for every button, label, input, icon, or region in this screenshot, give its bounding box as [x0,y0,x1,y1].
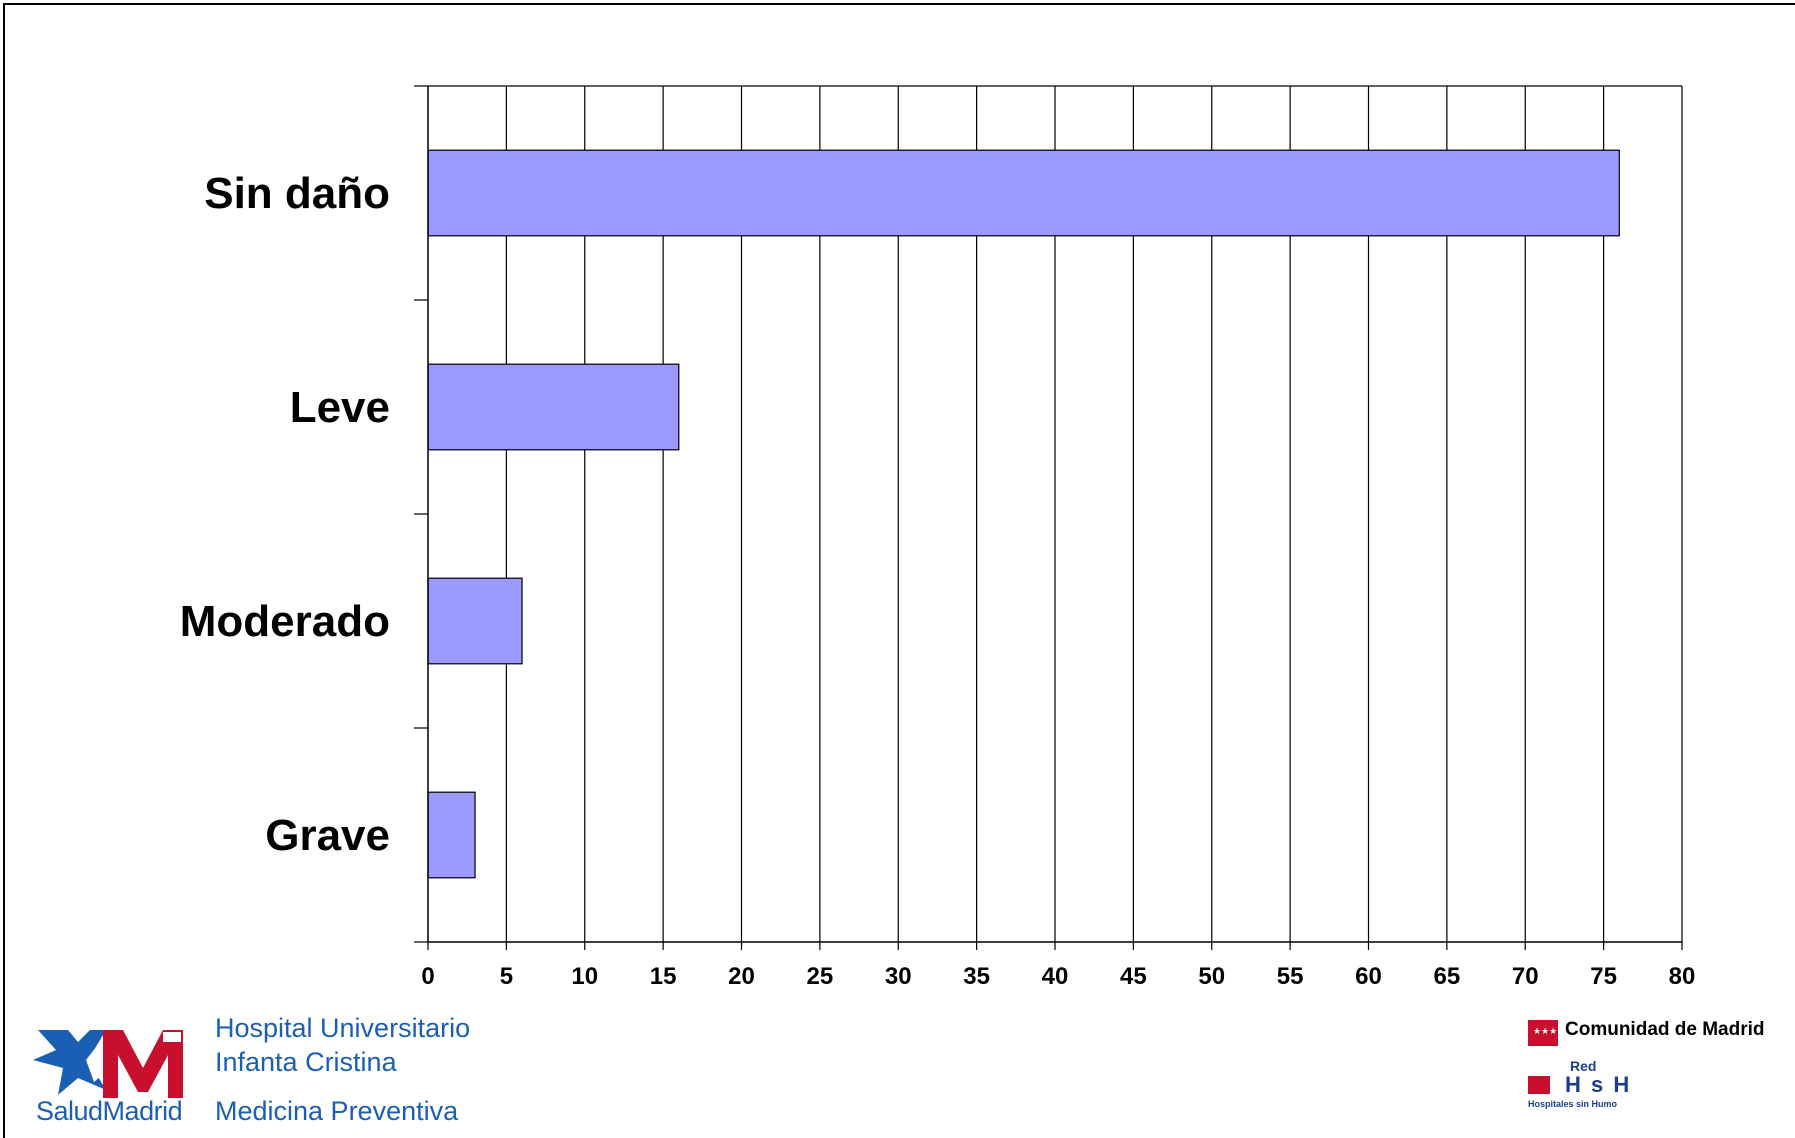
comunidad-madrid-text: Comunidad de Madrid [1565,1019,1765,1040]
x-tick-label-35: 35 [963,963,990,990]
bar-3 [427,791,476,879]
hospital-name-line1: Hospital Universitario [215,1013,471,1043]
x-tick-label-80: 80 [1669,963,1696,990]
x-tick-label-10: 10 [571,963,598,990]
category-label-3: Grave [265,811,390,860]
x-tick-label-15: 15 [650,963,677,990]
category-labels: Sin daño Leve Moderado Grave [180,169,390,860]
comunidad-flag-icon: ★★★ [1528,1020,1558,1046]
bar-1 [427,363,680,451]
category-label-2: Moderado [180,597,390,646]
x-tick-label-70: 70 [1512,963,1539,990]
salud-madrid-logo [33,1030,183,1098]
x-tick-label-30: 30 [885,963,912,990]
x-tick-label-65: 65 [1434,963,1461,990]
x-tick-label-60: 60 [1355,963,1382,990]
red-label: Red [1570,1058,1597,1074]
category-label-1: Leve [290,383,390,432]
x-tick-label-20: 20 [728,963,755,990]
x-tick-label-25: 25 [807,963,834,990]
axes [414,85,1683,950]
hsh-logo-text: H s H [1565,1072,1632,1097]
bar-chart: Sin daño Leve Moderado Grave 0 5 10 15 20 25 30 35… [180,85,1695,990]
x-tick-label-55: 55 [1277,963,1304,990]
bar-0 [427,149,1620,237]
x-tick-label-5: 5 [500,963,513,990]
x-tick-label-45: 45 [1120,963,1147,990]
bar-2 [427,577,523,665]
x-tick-label-0: 0 [421,963,434,990]
salud-madrid-text: SaludMadrid [36,1096,183,1126]
bars [427,149,1620,879]
hospital-name-line2: Infanta Cristina [215,1047,397,1077]
x-tick-label-50: 50 [1198,963,1225,990]
category-label-0: Sin daño [204,169,390,218]
comunidad-logo-block: ★★★ Comunidad de Madrid Red H s H Hospit… [1525,1012,1795,1135]
tick-labels: 0 5 10 15 20 25 30 35 40 45 50 55 60 65 70 75 80 [421,963,1695,990]
slide-frame [3,3,1795,1138]
hsh-subtitle: Hospitales sin Humo [1528,1099,1618,1109]
department-name: Medicina Preventiva [215,1096,459,1126]
x-tick-label-40: 40 [1042,963,1069,990]
hsh-flag-icon [1528,1076,1550,1094]
x-tick-label-75: 75 [1590,963,1617,990]
hospital-logo-block: SaludMadrid Hospital Universitario Infan… [28,1012,568,1135]
